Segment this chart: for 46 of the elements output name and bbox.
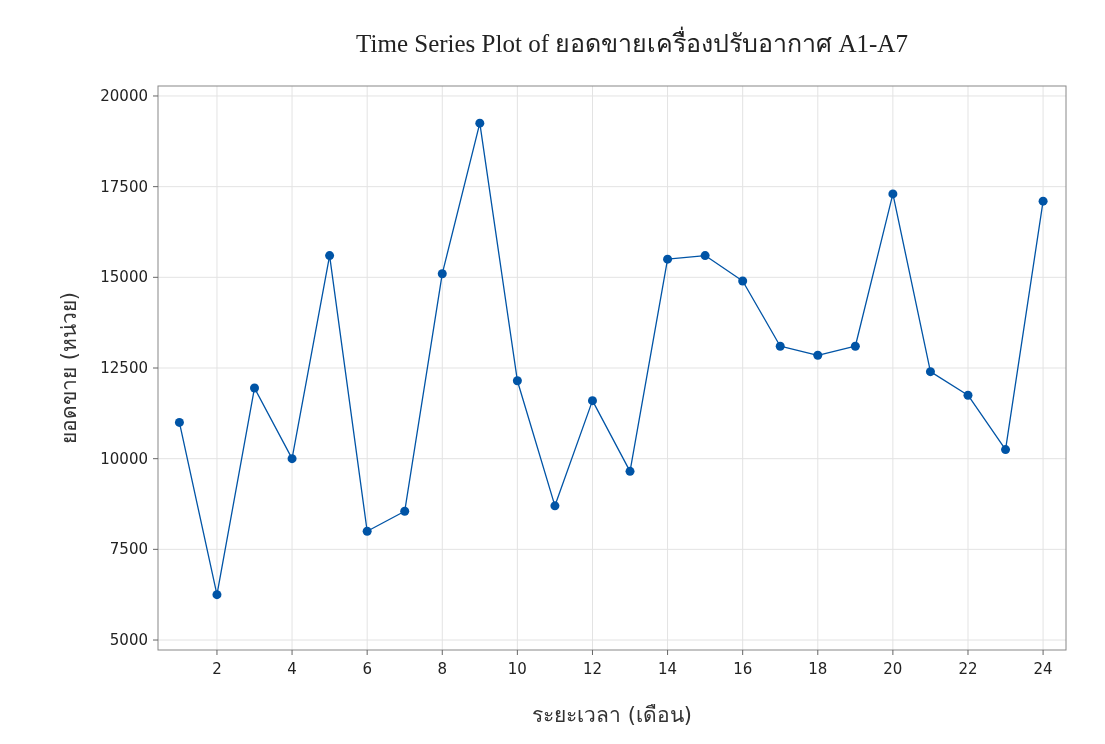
y-tick-label: 10000 (100, 449, 148, 468)
y-tick-label: 7500 (109, 540, 148, 559)
point (400, 506, 410, 516)
point (850, 341, 860, 351)
x-tick-label: 16 (733, 660, 753, 678)
point (925, 367, 935, 377)
y-tick-label: 12500 (100, 359, 148, 377)
point (700, 251, 710, 261)
point (813, 350, 823, 360)
x-tick-label: 20 (883, 660, 903, 678)
point (1038, 196, 1048, 206)
x-tick-label: 12 (582, 660, 603, 678)
point (174, 417, 184, 427)
x-tick-label: 10 (507, 660, 527, 678)
x-tick-label: 22 (958, 660, 978, 678)
chart-title: Time Series Plot of ยอดขายเครื่องปรับอากาศ A1-A7 (356, 26, 908, 57)
x-tick-label: 4 (287, 660, 297, 678)
point (963, 390, 973, 400)
point (738, 276, 748, 286)
x-axis-title: ระยะเวลา (เดือน) (531, 703, 693, 727)
point (663, 254, 673, 264)
y-axis-title: ยอดขาย (หน่วย) (57, 291, 81, 445)
y-tick-label: 17500 (100, 177, 148, 196)
point (250, 383, 260, 393)
x-tick-label: 8 (437, 660, 448, 678)
x-tick-label: 18 (808, 660, 828, 678)
point (625, 466, 635, 476)
x-tick-label: 2 (212, 660, 222, 678)
x-tick-label: 14 (658, 660, 678, 678)
x-tick-label: 6 (362, 660, 372, 678)
point (587, 396, 597, 406)
point (325, 251, 335, 261)
point (362, 526, 372, 536)
point (287, 454, 297, 464)
point (550, 501, 560, 511)
point (775, 341, 785, 351)
y-tick-label: 15000 (100, 268, 148, 287)
point (212, 590, 222, 600)
x-tick-label: 24 (1033, 660, 1053, 678)
point (1001, 445, 1011, 455)
y-tick-label: 5000 (109, 631, 148, 650)
point (437, 269, 447, 279)
y-tick-label: 20000 (100, 86, 148, 105)
point (888, 189, 898, 199)
point (512, 376, 522, 386)
point (475, 118, 485, 128)
